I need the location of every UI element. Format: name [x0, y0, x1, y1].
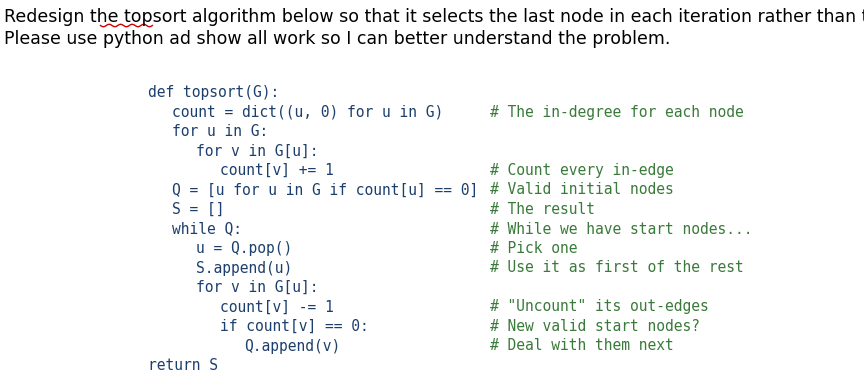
Text: S = []: S = []	[172, 202, 225, 217]
Text: # Pick one: # Pick one	[490, 241, 577, 256]
Text: # Valid initial nodes: # Valid initial nodes	[490, 182, 674, 197]
Text: S.append(u): S.append(u)	[196, 261, 292, 275]
Text: # New valid start nodes?: # New valid start nodes?	[490, 319, 700, 334]
Text: for u in G:: for u in G:	[172, 124, 268, 139]
Text: for v in G[u]:: for v in G[u]:	[196, 280, 319, 295]
Text: # The in-degree for each node: # The in-degree for each node	[490, 104, 744, 120]
Text: if count[v] == 0:: if count[v] == 0:	[220, 319, 369, 334]
Text: while Q:: while Q:	[172, 221, 242, 237]
Text: Q.append(v): Q.append(v)	[244, 338, 340, 354]
Text: count = dict((u, 0) for u in G): count = dict((u, 0) for u in G)	[172, 104, 443, 120]
Text: Please use python ad show all work so I can better understand the problem.: Please use python ad show all work so I …	[4, 30, 670, 48]
Text: # Use it as first of the rest: # Use it as first of the rest	[490, 261, 744, 275]
Text: def topsort(G):: def topsort(G):	[148, 85, 279, 100]
Text: count[v] -= 1: count[v] -= 1	[220, 299, 334, 314]
Text: # While we have start nodes...: # While we have start nodes...	[490, 221, 753, 237]
Text: Q = [u for u in G if count[u] == 0]: Q = [u for u in G if count[u] == 0]	[172, 182, 479, 197]
Text: # Deal with them next: # Deal with them next	[490, 338, 674, 354]
Text: # "Uncount" its out-edges: # "Uncount" its out-edges	[490, 299, 708, 314]
Text: return S: return S	[148, 358, 218, 373]
Text: # The result: # The result	[490, 202, 595, 217]
Text: u = Q.pop(): u = Q.pop()	[196, 241, 292, 256]
Text: count[v] += 1: count[v] += 1	[220, 163, 334, 178]
Text: # Count every in-edge: # Count every in-edge	[490, 163, 674, 178]
Text: for v in G[u]:: for v in G[u]:	[196, 144, 319, 158]
Text: Redesign the topsort algorithm below so that it selects the last node in each it: Redesign the topsort algorithm below so …	[4, 8, 864, 26]
